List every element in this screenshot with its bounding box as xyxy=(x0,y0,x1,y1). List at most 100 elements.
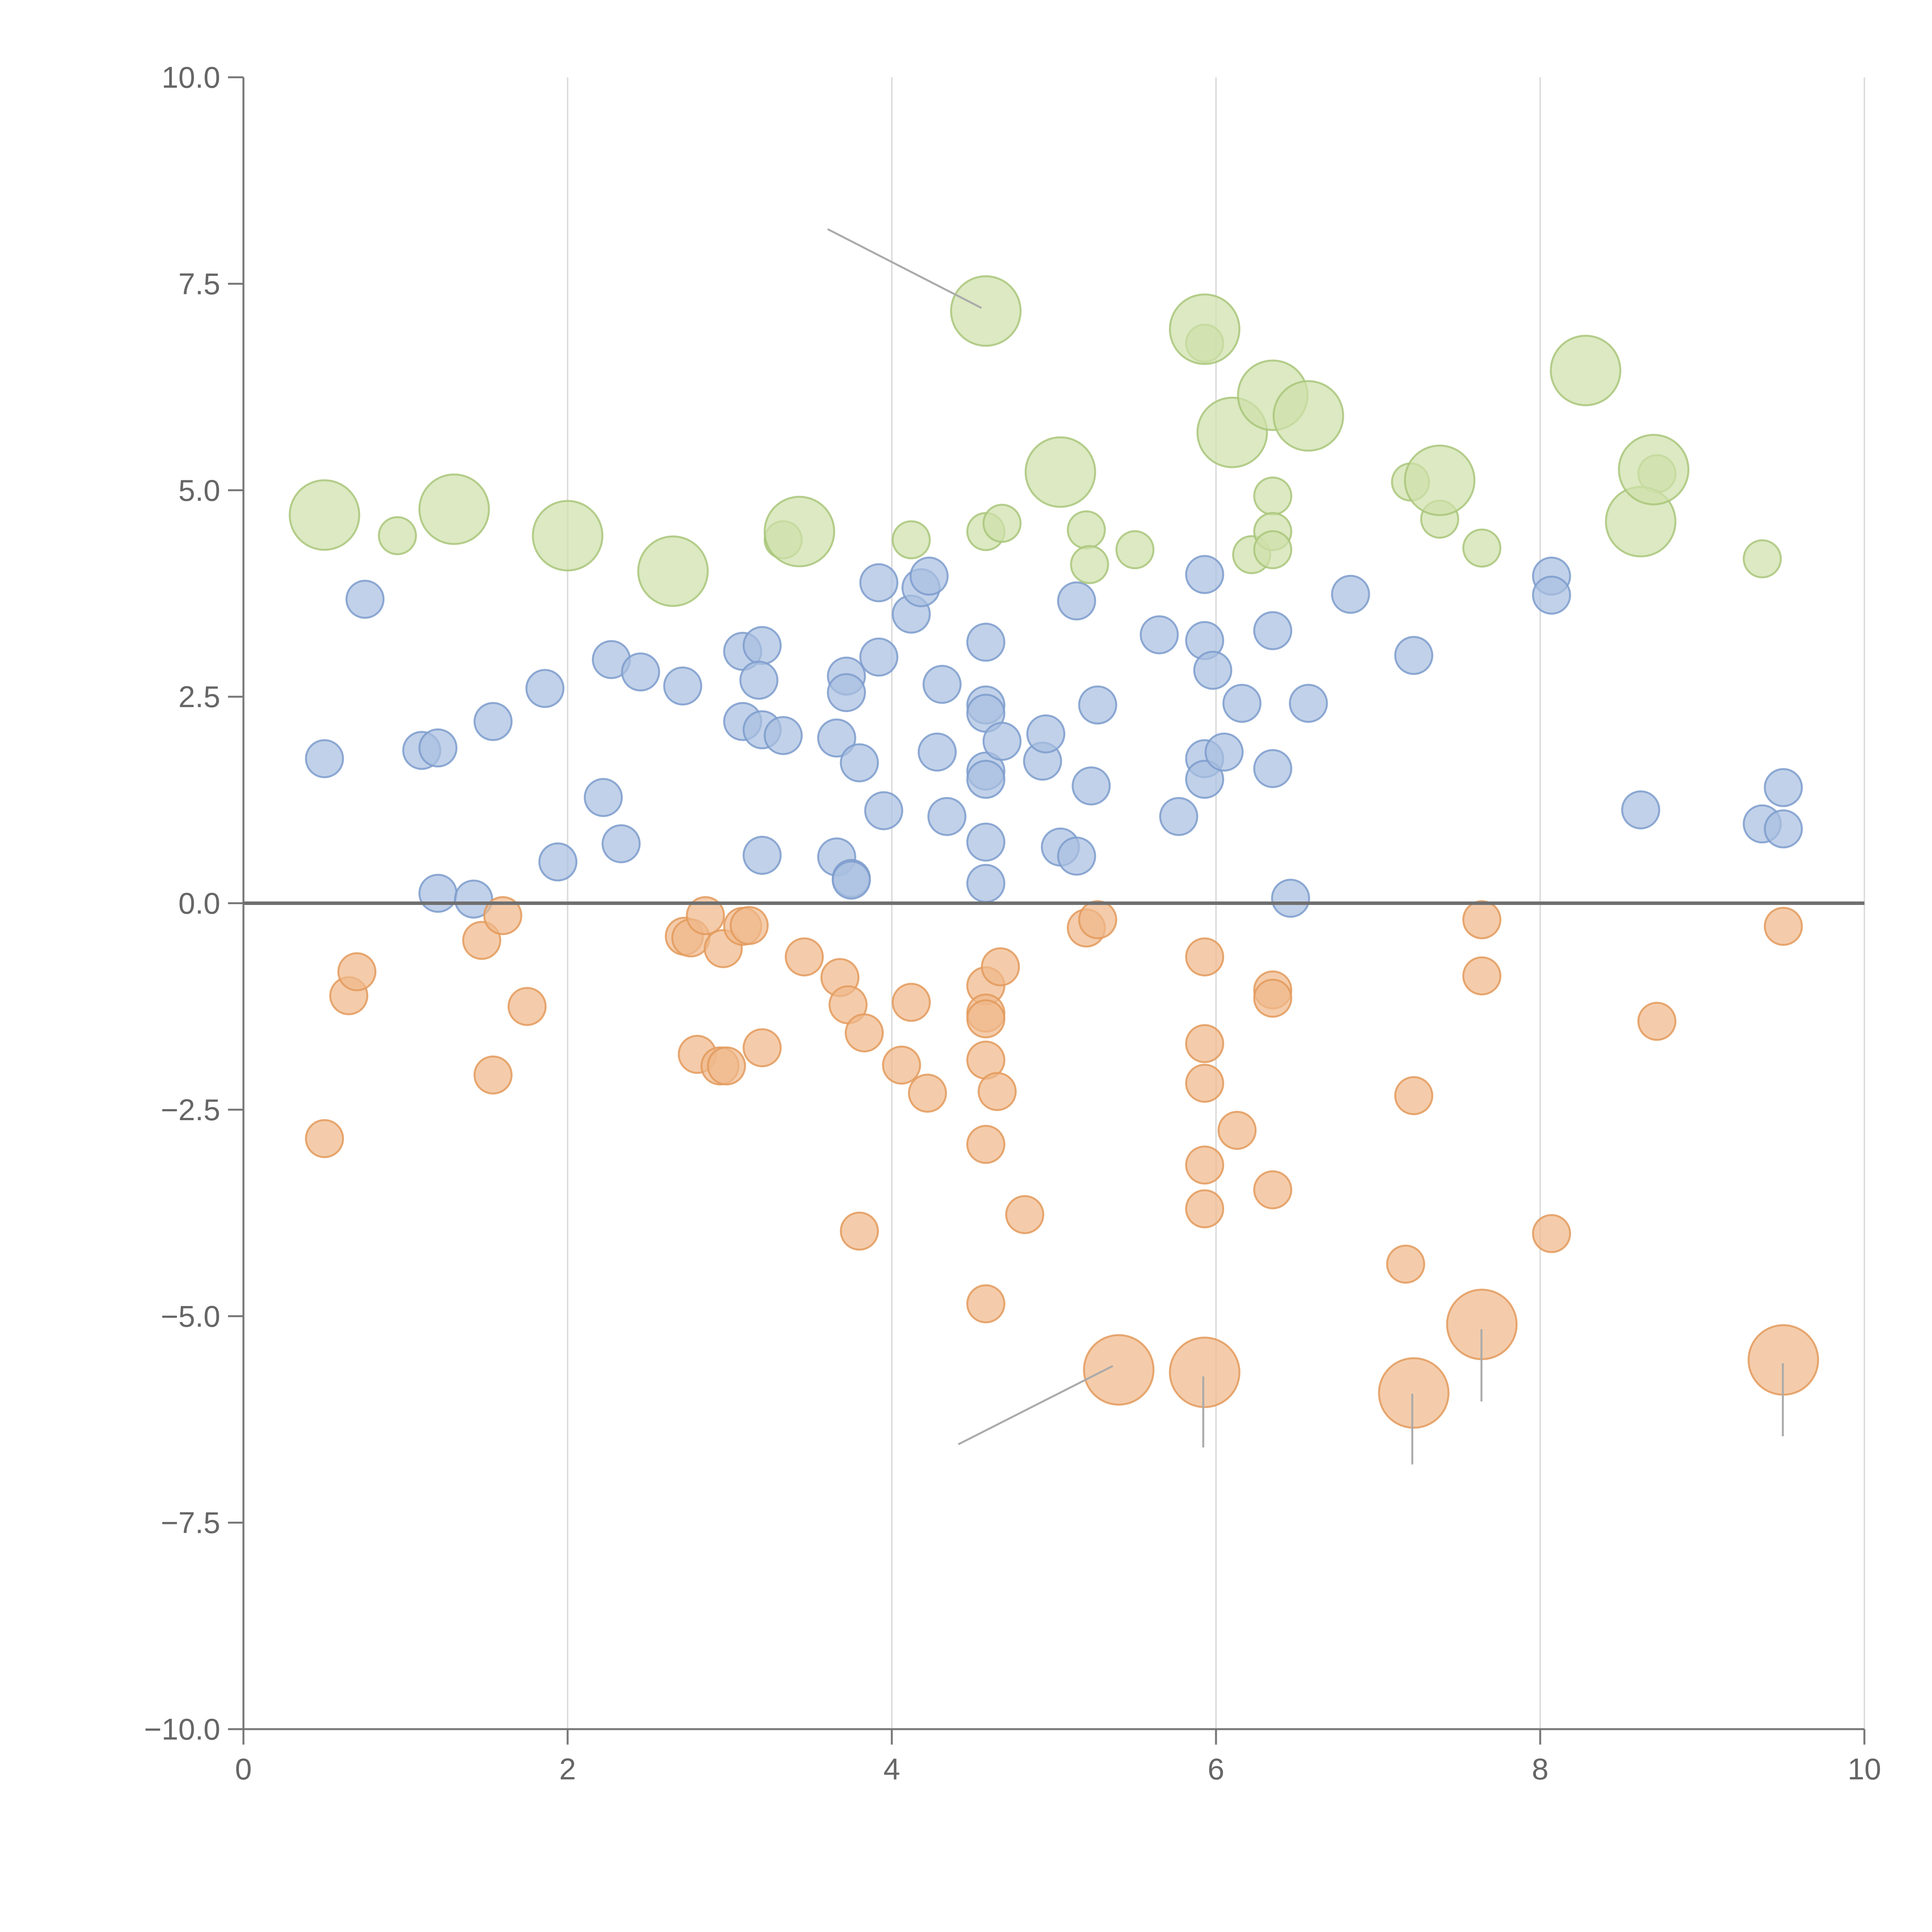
y-tick-label: 0.0 xyxy=(179,886,220,920)
scatter-point xyxy=(1222,684,1262,723)
scatter-point xyxy=(981,947,1020,986)
scatter-point xyxy=(473,702,513,741)
scatter-point xyxy=(730,906,769,945)
scatter-point xyxy=(621,652,660,692)
annotation-leader-lines xyxy=(827,228,1784,1464)
scatter-point xyxy=(891,983,931,1022)
scatter-point xyxy=(1549,335,1621,406)
scatter-point xyxy=(1743,539,1782,578)
scatter-point xyxy=(1271,879,1310,918)
x-tick-label: 8 xyxy=(1532,1752,1548,1786)
scatter-point xyxy=(1462,900,1502,939)
scatter-point xyxy=(305,1119,344,1158)
scatter-point xyxy=(378,516,417,555)
scatter-point xyxy=(966,999,1005,1039)
scatter-point xyxy=(909,556,949,596)
scatter-point xyxy=(742,1028,782,1068)
scatter-point xyxy=(840,1211,879,1251)
scatter-point xyxy=(1764,906,1803,946)
scatter-point xyxy=(908,1073,947,1113)
scatter-point xyxy=(845,1013,884,1053)
scatter-point xyxy=(1764,768,1803,807)
scatter-point xyxy=(1066,510,1106,549)
scatter-point xyxy=(1637,1002,1677,1041)
scatter-point xyxy=(1185,760,1225,799)
scatter-point xyxy=(1253,749,1293,788)
scatter-point xyxy=(1253,611,1293,650)
scatter-point xyxy=(345,580,385,619)
scatter-point xyxy=(1193,651,1233,690)
scatter-point xyxy=(418,728,457,768)
scatter-point xyxy=(840,743,879,782)
x-tick-label: 2 xyxy=(559,1752,576,1786)
scatter-point xyxy=(864,791,903,830)
scatter-point xyxy=(1764,809,1803,849)
scatter-point xyxy=(1057,581,1096,621)
scatter-point xyxy=(922,665,962,704)
y-tick-label: 10.0 xyxy=(162,60,220,94)
scatter-point xyxy=(1331,575,1370,614)
x-tick-label: 6 xyxy=(1208,1752,1224,1786)
y-tick-label: −2.5 xyxy=(161,1093,220,1127)
scatter-point xyxy=(1618,434,1690,505)
scatter-point xyxy=(1185,1145,1225,1185)
scatter-point xyxy=(832,861,871,900)
scatter-point xyxy=(1204,732,1244,772)
x-tick-label: 0 xyxy=(235,1752,252,1786)
scatter-point xyxy=(707,1046,746,1086)
scatter-point xyxy=(739,660,779,700)
leader-line xyxy=(957,1365,1114,1446)
scatter-point xyxy=(982,503,1022,543)
scatter-point xyxy=(1532,1214,1571,1253)
scatter-point xyxy=(507,987,547,1026)
scatter-point xyxy=(978,1072,1017,1111)
scatter-point xyxy=(1185,1063,1225,1103)
scatter-point xyxy=(1115,530,1155,570)
scatter-point xyxy=(583,778,623,817)
scatter-point xyxy=(1218,1111,1257,1150)
scatter-point xyxy=(966,864,1005,903)
scatter-point xyxy=(305,739,344,778)
scatter-point xyxy=(483,896,522,935)
scatter-point xyxy=(1026,714,1066,753)
scatter-point xyxy=(1185,555,1225,594)
scatter-point xyxy=(1462,528,1502,568)
scatter-point xyxy=(917,732,957,772)
leader-line xyxy=(827,228,982,309)
scatter-point xyxy=(686,896,725,935)
scatter-point xyxy=(891,520,931,560)
scatter-point xyxy=(966,822,1005,862)
scatter-point xyxy=(966,760,1005,799)
axis-ticks: 0 2 4 6 8 10 10.0 7.5 5.0 2.5 0.0 −2.5 −5.0 −7.5 −10.0 xyxy=(144,60,1881,1786)
scatter-point xyxy=(827,673,866,712)
x-tick-label: 10 xyxy=(1848,1752,1881,1786)
scatter-point xyxy=(1169,1337,1241,1408)
scatter-point xyxy=(1139,615,1179,655)
scatter-point xyxy=(764,716,803,755)
scatter-point xyxy=(1024,436,1096,508)
scatter-point xyxy=(742,836,782,875)
scatter-point xyxy=(784,937,824,976)
scatter-point xyxy=(1462,956,1502,996)
scatter-point xyxy=(1070,545,1109,584)
y-tick-label: 2.5 xyxy=(179,680,220,714)
scatter-point xyxy=(1253,530,1293,570)
scatter-point xyxy=(817,718,856,758)
scatter-point xyxy=(1185,1189,1225,1228)
scatter-point xyxy=(982,722,1022,761)
scatter-point xyxy=(966,1125,1005,1164)
scatter-point xyxy=(1253,476,1293,516)
scatter-point xyxy=(1005,1195,1044,1234)
scatter-point xyxy=(882,1045,921,1085)
scatter-point xyxy=(454,879,493,919)
scatter-point xyxy=(1078,900,1117,939)
scatter-point xyxy=(966,622,1005,662)
scatter-point xyxy=(950,275,1022,347)
scatter-point xyxy=(1378,1357,1450,1429)
scatter-point xyxy=(966,1284,1005,1323)
scatter-point xyxy=(663,666,702,706)
scatter-point xyxy=(418,473,490,545)
scatter-point xyxy=(1083,1334,1155,1406)
scatter-point xyxy=(1289,684,1328,723)
